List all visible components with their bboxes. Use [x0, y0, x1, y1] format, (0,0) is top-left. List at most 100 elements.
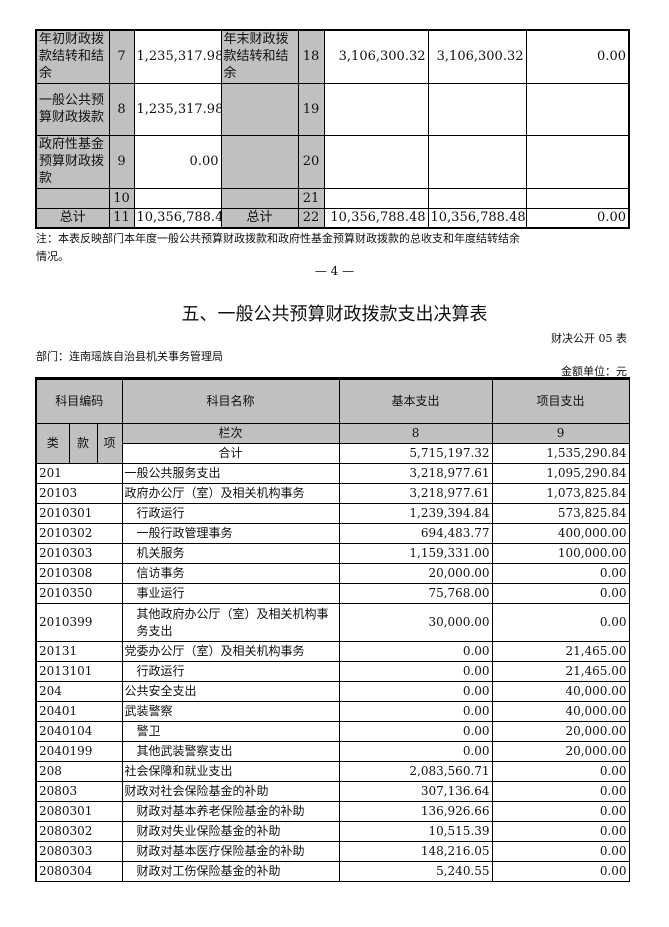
- left-line-number: 11: [108, 207, 135, 229]
- left-value: 10,356,788.48: [133, 207, 222, 229]
- project-expenditure: 20,000.00: [491, 721, 630, 742]
- right-label: [220, 187, 299, 209]
- table-row: 204 公共安全支出 0.00 40,000.00: [35, 681, 630, 702]
- header-kuan: 款: [68, 423, 98, 464]
- value-total: [323, 187, 429, 209]
- header-lei: 类: [35, 423, 70, 464]
- project-expenditure: 40,000.00: [491, 701, 630, 722]
- value-total: [323, 134, 429, 189]
- basic-expenditure: 20,000.00: [338, 563, 493, 584]
- basic-expenditure: 694,483.77: [338, 523, 493, 544]
- project-expenditure: 0.00: [491, 761, 630, 782]
- subject-name: 党委办公厅（室）及相关机构事务: [121, 641, 340, 662]
- value-total: [323, 82, 429, 136]
- expenditure-table: 科目编码 科目名称 基本支出 项目支出 类 款 项 栏次 8 9 合计 5,71…: [35, 377, 630, 882]
- subject-name: 信访事务: [121, 563, 340, 584]
- subject-code: 2010302: [35, 523, 123, 544]
- total-basic: 5,715,197.32: [338, 443, 493, 464]
- table-note-cont: 情况。: [36, 250, 69, 263]
- form-code: 财决公开 05 表: [551, 332, 627, 345]
- subject-code: 20803: [35, 781, 123, 802]
- table-row: 20803 财政对社会保险基金的补助 307,136.64 0.00: [35, 781, 630, 802]
- left-label: 总计: [35, 207, 110, 229]
- basic-expenditure: 148,216.05: [338, 841, 493, 862]
- right-label: 年末财政拨款结转和结余: [220, 29, 299, 84]
- table-row: 201 一般公共服务支出 3,218,977.61 1,095,290.84: [35, 463, 630, 484]
- subject-code: 20131: [35, 641, 123, 662]
- table-row: 一般公共预算财政拨款 8 1,235,317.98 19: [35, 82, 630, 136]
- value-general: [427, 82, 527, 136]
- table-row: 2010301 行政运行 1,239,394.84 573,825.84: [35, 503, 630, 524]
- value-general: [427, 134, 527, 189]
- basic-expenditure: 1,159,331.00: [338, 543, 493, 564]
- subject-name: 机关服务: [121, 543, 340, 564]
- basic-expenditure: 5,240.55: [338, 861, 493, 882]
- project-expenditure: 1,095,290.84: [491, 463, 630, 484]
- subject-code: 2010301: [35, 503, 123, 524]
- subject-code: 204: [35, 681, 123, 702]
- table-row: 2080301 财政对基本养老保险基金的补助 136,926.66 0.00: [35, 801, 630, 822]
- basic-expenditure: 0.00: [338, 741, 493, 762]
- subject-code: 2040199: [35, 741, 123, 762]
- subject-name: 行政运行: [121, 661, 340, 682]
- subject-code: 2080303: [35, 841, 123, 862]
- subject-name: 其他政府办公厅（室）及相关机构事务支出: [121, 603, 340, 642]
- subject-name: 财政对基本养老保险基金的补助: [121, 801, 340, 822]
- project-expenditure: 400,000.00: [491, 523, 630, 544]
- basic-expenditure: 0.00: [338, 681, 493, 702]
- left-line-number: 10: [108, 187, 135, 209]
- project-expenditure: 1,073,825.84: [491, 483, 630, 504]
- project-expenditure: 100,000.00: [491, 543, 630, 564]
- table-row: 208 社会保障和就业支出 2,083,560.71 0.00: [35, 761, 630, 782]
- left-line-number: 8: [108, 82, 135, 136]
- table-row: 20103 政府办公厅（室）及相关机构事务 3,218,977.61 1,073,82…: [35, 483, 630, 504]
- left-value: 1,235,317.98: [133, 82, 222, 136]
- table-row: 2010308 信访事务 20,000.00 0.00: [35, 563, 630, 584]
- basic-expenditure: 2,083,560.71: [338, 761, 493, 782]
- left-label: 政府性基金预算财政拨款: [35, 134, 110, 189]
- table-row: 政府性基金预算财政拨款 9 0.00 20: [35, 134, 630, 189]
- table-row: 总计1110,356,788.48总计2210,356,788.4810,356…: [35, 207, 630, 229]
- subject-name: 武装警察: [121, 701, 340, 722]
- value-fund: [525, 82, 630, 136]
- left-label: 年初财政拨款结转和结余: [35, 29, 110, 84]
- subject-code: 2010308: [35, 563, 123, 584]
- subject-name: 一般公共服务支出: [121, 463, 340, 484]
- right-label: [220, 134, 299, 189]
- basic-expenditure: 0.00: [338, 661, 493, 682]
- table-row: 20131 党委办公厅（室）及相关机构事务 0.00 21,465.00: [35, 641, 630, 662]
- project-expenditure: 40,000.00: [491, 681, 630, 702]
- subject-code: 2080302: [35, 821, 123, 842]
- project-expenditure: 0.00: [491, 801, 630, 822]
- subject-code: 2040104: [35, 721, 123, 742]
- table-row: 2080303 财政对基本医疗保险基金的补助 148,216.05 0.00: [35, 841, 630, 862]
- right-line-number: 21: [297, 187, 325, 209]
- left-line-number: 7: [108, 29, 135, 84]
- header-xiang: 项: [96, 423, 123, 464]
- subject-name: 财政对工伤保险基金的补助: [121, 861, 340, 882]
- basic-expenditure: 0.00: [338, 701, 493, 722]
- value-general: 3,106,300.32: [427, 29, 527, 84]
- right-line-number: 20: [297, 134, 325, 189]
- table-row: 20401 武装警察 0.00 40,000.00: [35, 701, 630, 722]
- department: 部门：连南瑶族自治县机关事务管理局: [36, 350, 223, 363]
- basic-expenditure: 3,218,977.61: [338, 463, 493, 484]
- subject-code: 20103: [35, 483, 123, 504]
- header-name: 科目名称: [121, 378, 340, 424]
- subject-code: 2080301: [35, 801, 123, 822]
- basic-expenditure: 1,239,394.84: [338, 503, 493, 524]
- left-line-number: 9: [108, 134, 135, 189]
- right-line-number: 19: [297, 82, 325, 136]
- total-label: 合计: [121, 443, 340, 464]
- carryover-table: 年初财政拨款结转和结余 7 1,235,317.98 年末财政拨款结转和结余 18 3,1…: [35, 29, 630, 229]
- project-expenditure: 0.00: [491, 841, 630, 862]
- col-number-basic: 8: [338, 423, 493, 444]
- table-row: 2080304 财政对工伤保险基金的补助 5,240.55 0.00: [35, 861, 630, 882]
- subject-code: 20401: [35, 701, 123, 722]
- value-total: 10,356,788.48: [323, 207, 429, 229]
- value-fund: [525, 187, 630, 209]
- basic-expenditure: 136,926.66: [338, 801, 493, 822]
- basic-expenditure: 10,515.39: [338, 821, 493, 842]
- right-line-number: 22: [297, 207, 325, 229]
- value-general: [427, 187, 527, 209]
